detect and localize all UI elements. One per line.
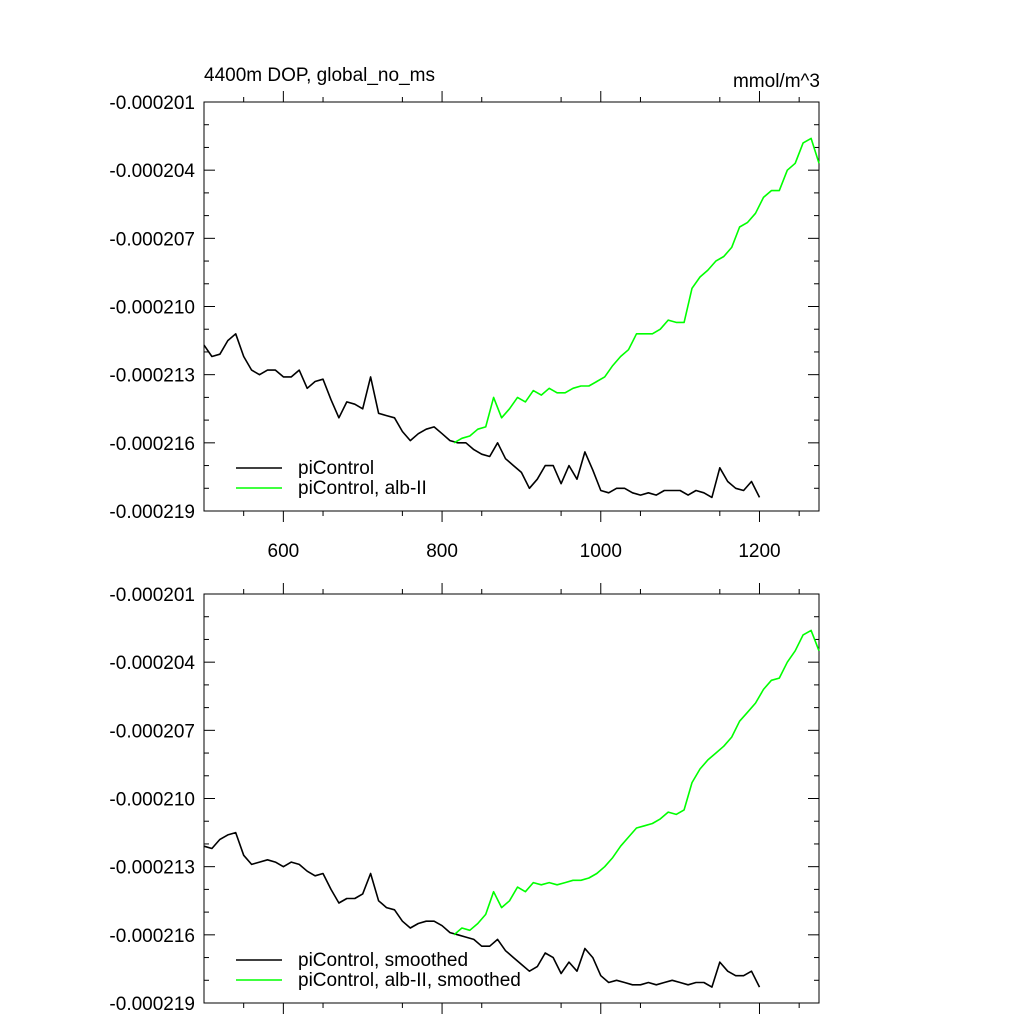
chart-panel-top: -0.000201 -0.000204 -0.000207 -0.000210 -0.0… xyxy=(109,91,820,562)
y-tick-label: -0.000201 xyxy=(109,585,195,606)
x-tick-label: 600 xyxy=(268,541,300,562)
y-tick-label: -0.000216 xyxy=(109,926,195,947)
y-tick-label: -0.000213 xyxy=(109,366,195,387)
legend-label: piControl, alb-II xyxy=(298,478,427,499)
legend-label: piControl xyxy=(298,458,374,479)
y-tick-label: -0.000204 xyxy=(109,161,195,182)
y-tick-label: -0.000210 xyxy=(109,298,195,319)
y-tick-label: -0.000213 xyxy=(109,858,195,879)
plot-frame xyxy=(203,101,820,512)
x-tick-label: 800 xyxy=(426,541,458,562)
x-tick-label: 1000 xyxy=(580,541,622,562)
legend-label: piControl, alb-II, smoothed xyxy=(298,970,521,991)
plot-units-label: mmol/m^3 xyxy=(732,71,820,92)
y-tick-label: -0.000201 xyxy=(109,93,195,114)
y-tick-label: -0.000219 xyxy=(109,502,195,523)
chart-panel-bottom: -0.000201 -0.000204 -0.000207 -0.000210 -0.0… xyxy=(109,583,820,1015)
series-line-picontrol-alb-ii-smoothed xyxy=(453,629,820,936)
plot-title-left: 4400m DOP, global_no_ms xyxy=(204,65,435,86)
plot-frame xyxy=(203,593,820,1004)
y-tick-label: -0.000210 xyxy=(109,790,195,811)
y-tick-label: -0.000216 xyxy=(109,434,195,455)
x-tick-label: 1200 xyxy=(738,541,780,562)
series-line-picontrol-alb-ii xyxy=(453,137,820,444)
y-tick-label: -0.000207 xyxy=(109,229,195,250)
y-tick-label: -0.000204 xyxy=(109,653,195,674)
y-tick-label: -0.000219 xyxy=(109,994,195,1015)
y-tick-label: -0.000207 xyxy=(109,721,195,742)
series-line-picontrol xyxy=(203,332,761,499)
legend-label: piControl, smoothed xyxy=(298,950,468,971)
series-line-picontrol-smoothed xyxy=(203,831,761,988)
